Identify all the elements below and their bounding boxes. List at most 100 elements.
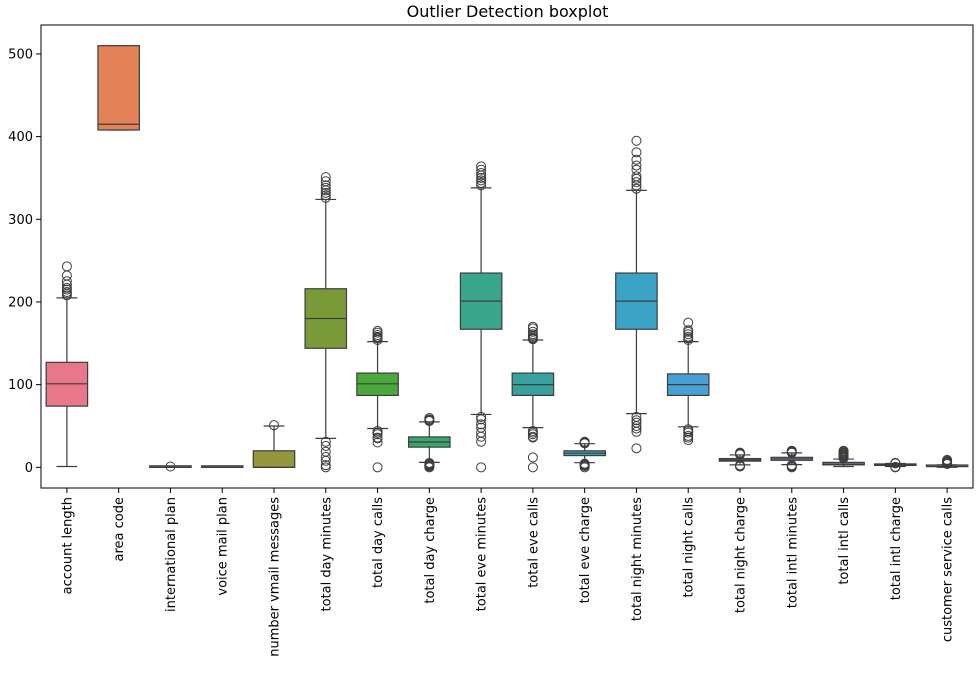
outlier-point: [269, 420, 279, 431]
outlier-point: [735, 447, 745, 458]
outlier-point: [527, 329, 538, 340]
box: [252, 450, 296, 468]
outlier-point: [631, 415, 642, 426]
outlier-point: [320, 446, 331, 457]
outlier-point: [476, 427, 487, 438]
box: [97, 45, 140, 131]
outlier-point: [786, 445, 797, 456]
outlier-point: [372, 330, 383, 341]
outlier-point: [424, 413, 435, 424]
outlier-point: [320, 436, 331, 447]
outlier-point: [476, 175, 487, 186]
x-tick-label: international plan: [164, 497, 179, 612]
outlier-point: [476, 411, 487, 422]
outlier-point: [527, 425, 538, 436]
outlier-point: [476, 177, 487, 188]
x-tick-label: total eve minutes: [475, 497, 490, 612]
outlier-point: [61, 287, 72, 298]
chart-title: Outlier Detection boxplot: [407, 2, 609, 21]
y-tick-label: 100: [8, 378, 33, 393]
outlier-point: [372, 437, 383, 448]
outlier-point: [372, 432, 383, 443]
outlier-point: [527, 462, 538, 473]
x-tick-label: total night minutes: [630, 497, 645, 621]
x-tick-label: voice mail plan: [216, 497, 231, 596]
outlier-point: [683, 424, 694, 435]
x-tick-label: customer service calls: [941, 497, 956, 642]
outlier-point: [476, 180, 487, 191]
outlier-point: [631, 417, 642, 428]
outlier-point: [320, 180, 331, 191]
outlier-point: [631, 171, 642, 182]
outlier-point: [527, 452, 538, 463]
outlier-point: [61, 276, 72, 287]
outlier-point: [683, 430, 694, 441]
outlier-point: [786, 460, 797, 471]
y-tick-label: 200: [8, 295, 33, 310]
outlier-point: [631, 183, 642, 194]
outlier-point: [320, 172, 331, 183]
outlier-point: [476, 419, 487, 430]
outlier-point: [476, 161, 487, 172]
outlier-point: [372, 425, 383, 436]
outlier-point: [476, 164, 487, 175]
outlier-point: [424, 457, 435, 468]
outlier-point: [476, 172, 487, 183]
outlier-point: [320, 451, 331, 462]
outlier-point: [631, 443, 642, 454]
outlier-point: [320, 460, 331, 471]
outlier-point: [683, 325, 694, 336]
outlier-point: [683, 329, 694, 340]
outlier-point: [61, 282, 72, 293]
x-tick-label: total intl charge: [889, 497, 904, 600]
outlier-point: [476, 414, 487, 425]
outlier-point: [890, 461, 901, 472]
outlier-point: [372, 325, 383, 336]
outlier-point: [527, 321, 538, 332]
outlier-point: [631, 147, 642, 158]
outlier-point: [527, 326, 538, 337]
outlier-point: [631, 177, 642, 188]
outlier-point: [476, 462, 487, 473]
outlier-point: [476, 167, 487, 178]
outlier-point: [372, 462, 383, 473]
outlier-point: [61, 261, 72, 272]
outlier-point: [320, 192, 331, 203]
outlier-point: [579, 458, 590, 469]
outlier-point: [320, 190, 331, 201]
outlier-point: [476, 422, 487, 433]
outlier-point: [631, 423, 642, 434]
x-tick-label: total day calls: [371, 497, 386, 588]
y-tick-label: 500: [8, 47, 33, 62]
outlier-point: [890, 457, 901, 468]
y-tick-label: 0: [25, 461, 33, 476]
plot-area: 0 100 200 300 400 500 account length area code i…: [8, 45, 969, 657]
y-tick-label: 400: [8, 130, 33, 145]
outlier-point: [631, 154, 642, 165]
outlier-point: [735, 460, 745, 471]
outlier-point: [527, 431, 538, 442]
outlier-point: [942, 454, 953, 465]
outlier-point: [631, 411, 642, 422]
outlier-point: [631, 135, 642, 146]
outlier-point: [631, 160, 642, 171]
outlier-point: [683, 331, 694, 342]
x-tick-label: total eve calls: [526, 497, 541, 588]
x-tick-label: total intl calls: [837, 497, 852, 585]
outlier-point: [320, 182, 331, 193]
x-tick-label: total day charge: [423, 497, 438, 604]
outlier-point: [683, 317, 694, 328]
x-tick-label: area code: [112, 497, 127, 561]
plot-frame: [40, 24, 974, 489]
outlier-point: [320, 440, 331, 451]
y-tick-label: 300: [8, 213, 33, 228]
outlier-point: [320, 176, 331, 187]
x-tick-label: total intl minutes: [785, 497, 800, 608]
outlier-point: [165, 461, 176, 472]
x-tick-label: account length: [60, 497, 75, 594]
outlier-point: [579, 436, 590, 447]
outlier-point: [631, 164, 642, 175]
outlier-point: [61, 270, 72, 281]
outlier-point: [838, 445, 849, 456]
